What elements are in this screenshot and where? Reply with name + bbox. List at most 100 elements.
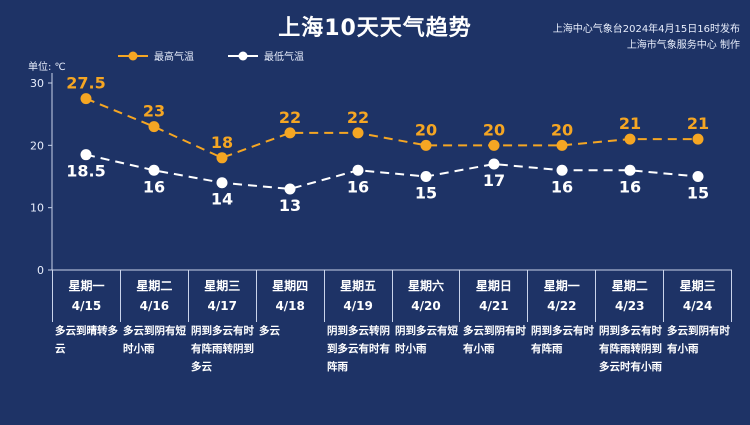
date-cell: 星期五 4/19	[325, 270, 393, 322]
low-temp-label: 16	[143, 177, 165, 196]
high-temp-label: 21	[619, 114, 641, 133]
high-temp-point	[216, 152, 228, 164]
legend-high-marker	[118, 51, 148, 60]
low-temp-point	[80, 149, 92, 161]
weather-row: 多云到晴转多云 多云到阴有短时小雨 阴到多云有时有阵雨转阴到多云 多云 阴到多云转阴到多…	[52, 322, 732, 376]
low-temp-point	[420, 171, 432, 182]
high-temp-label: 21	[687, 114, 709, 133]
low-temp-label: 16	[619, 177, 641, 196]
low-temp-label: 13	[279, 196, 301, 215]
high-temp-point	[420, 139, 432, 151]
date-row: 星期一 4/15 星期二 4/16 星期三 4/17 星期四 4/18 星期五 4/19 星期六 4/…	[52, 270, 733, 322]
legend-low-marker	[228, 51, 258, 60]
weekday-label: 星期一	[68, 279, 105, 293]
high-temp-point	[80, 93, 92, 105]
low-temp-point	[284, 183, 296, 195]
weekday-label: 星期三	[204, 279, 241, 293]
date-cell: 星期二 4/23	[596, 270, 665, 322]
publisher-info: 上海中心气象台2024年4月15日16时发布 上海市气象服务中心 制作	[553, 22, 740, 54]
weather-description: 阴到多云有短时小雨	[395, 325, 458, 355]
legend-high-label: 最高气温	[154, 52, 194, 63]
high-temp-point	[148, 121, 160, 133]
date-cell: 星期三 4/17	[189, 270, 257, 322]
high-temp-point	[284, 127, 296, 139]
low-temp-label: 18.5	[66, 162, 105, 181]
high-temp-label: 22	[347, 108, 369, 127]
weekday-label: 星期六	[407, 279, 444, 293]
date-label: 4/18	[275, 299, 305, 313]
low-temp-point	[556, 164, 568, 176]
high-temp-label: 20	[551, 120, 573, 139]
high-temp-line	[85, 97, 698, 159]
high-temp-point	[352, 127, 364, 139]
low-temp-label: 14	[211, 190, 233, 209]
weekday-label: 星期日	[475, 279, 512, 293]
high-temp-label: 18	[211, 133, 233, 152]
low-temp-point	[352, 164, 364, 176]
legend-low-label: 最低气温	[264, 52, 304, 63]
high-temp-label: 23	[143, 102, 165, 121]
high-temp-label: 20	[415, 120, 437, 139]
date-label: 4/16	[139, 299, 170, 313]
legend-low: 最低气温	[228, 48, 304, 63]
date-label: 4/20	[411, 299, 441, 313]
high-temp-point	[692, 133, 704, 145]
low-temp-point	[488, 158, 500, 170]
date-cell: 星期一 4/22	[528, 270, 597, 322]
low-temp-line	[85, 153, 699, 190]
weekday-label: 星期三	[679, 279, 716, 293]
legend-high: 最高气温	[118, 48, 194, 63]
high-temp-point	[624, 133, 636, 145]
high-temp-label: 20	[483, 120, 505, 139]
date-cell: 星期三 4/24	[664, 270, 733, 322]
date-label: 4/17	[207, 299, 237, 313]
unit-label: 单位: ℃	[28, 62, 66, 73]
weekday-label: 星期二	[136, 279, 173, 293]
weather-description: 阴到多云有时有阵雨转阴到多云时有小雨	[599, 325, 662, 373]
chart-legend: 最高气温 最低气温	[118, 48, 338, 63]
high-temp-point	[488, 139, 500, 151]
low-temp-label: 15	[415, 184, 437, 203]
weather-description: 阴到多云有时有阵雨转阴到多云	[191, 325, 254, 373]
date-cell: 星期二 4/16	[121, 270, 189, 322]
date-cell: 星期日 4/21	[460, 270, 529, 322]
date-cell: 星期四 4/18	[257, 270, 325, 322]
y-tick-label: 20	[30, 139, 44, 152]
low-temp-point	[148, 164, 160, 176]
weather-description: 多云到阴有短时小雨	[123, 325, 186, 355]
weather-description: 多云	[259, 325, 280, 337]
weather-description: 阴到多云有时有阵雨	[531, 325, 594, 355]
date-cell: 星期六 4/20	[393, 270, 461, 322]
weather-description: 多云到阴有时有小雨	[463, 325, 526, 355]
y-tick-label: 0	[37, 264, 44, 277]
weekday-label: 星期五	[340, 279, 377, 293]
weather-description: 多云到晴转多云	[55, 325, 118, 355]
publisher-line-2: 上海市气象服务中心 制作	[626, 40, 740, 51]
date-label: 4/21	[479, 299, 509, 313]
low-temp-label: 15	[687, 184, 709, 203]
weather-description: 多云到阴有时有小雨	[667, 325, 730, 355]
weather-description: 阴到多云转阴到多云有时有阵雨	[327, 325, 390, 373]
low-temp-label: 17	[483, 171, 505, 190]
date-cell: 星期一 4/15	[53, 270, 121, 322]
date-label: 4/24	[682, 299, 713, 313]
date-label: 4/23	[614, 299, 645, 313]
low-temp-point	[692, 171, 704, 182]
high-temp-label: 27.5	[66, 74, 105, 93]
publisher-line-1: 上海中心气象台2024年4月15日16时发布	[552, 24, 740, 35]
low-temp-label: 16	[347, 177, 369, 196]
weekday-label: 星期一	[543, 279, 580, 293]
y-tick-label: 10	[30, 202, 44, 215]
date-label: 4/15	[71, 299, 102, 313]
page-title: 上海10天天气趋势	[278, 16, 472, 41]
weekday-label: 星期二	[611, 279, 648, 293]
y-tick-label: 30	[30, 77, 44, 90]
date-label: 4/22	[547, 299, 577, 313]
date-label: 4/19	[343, 299, 373, 313]
low-temp-point	[624, 164, 636, 176]
low-temp-point	[216, 177, 228, 189]
high-temp-label: 22	[279, 108, 301, 127]
high-temp-point	[556, 139, 568, 151]
weekday-label: 星期四	[272, 279, 309, 293]
